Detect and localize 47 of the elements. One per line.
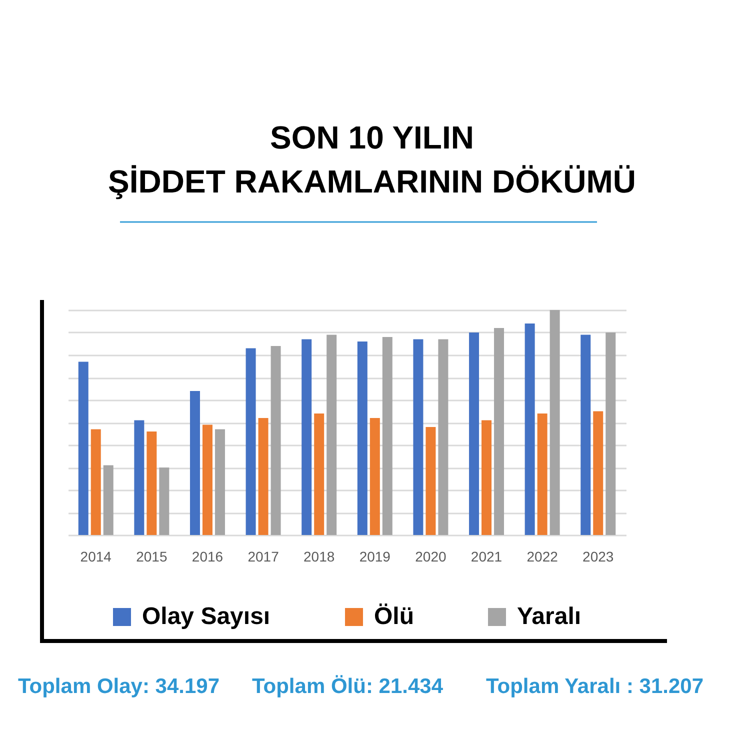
bar	[494, 328, 504, 535]
bar	[246, 348, 256, 535]
bar	[78, 362, 88, 535]
x-tick-label: 2018	[304, 548, 335, 564]
x-tick-label: 2023	[582, 548, 614, 564]
bar	[190, 391, 200, 535]
bar	[382, 337, 392, 535]
bar	[606, 332, 616, 535]
bar	[326, 334, 337, 535]
bar	[370, 418, 380, 535]
bar	[550, 310, 560, 535]
legend-label: Ölü	[374, 603, 414, 630]
x-tick-label: 2017	[248, 548, 280, 564]
bar	[134, 420, 144, 535]
text: Toplam Yaralı : 31.207	[486, 675, 704, 698]
legend-label: Yaralı	[517, 603, 582, 630]
bar	[413, 339, 424, 535]
bar	[357, 342, 368, 535]
bar	[202, 424, 212, 535]
bar	[159, 468, 170, 535]
bar	[524, 324, 535, 535]
bar	[214, 429, 225, 535]
bar	[426, 427, 436, 535]
x-tick-label: 2016	[192, 548, 224, 564]
x-tick-label: 2019	[359, 548, 391, 564]
x-tick-label: 2015	[136, 548, 168, 564]
text: Toplam Olay: 34.197	[18, 675, 220, 698]
x-tick-label: 2022	[526, 548, 558, 564]
bar	[258, 418, 268, 535]
bar	[146, 432, 157, 535]
bar	[469, 332, 480, 535]
chart-title: SON 10 YILIN ŞİDDET RAKAMLARININ DÖKÜMÜ	[108, 119, 636, 200]
bar	[270, 346, 281, 535]
bar	[593, 411, 604, 535]
bar	[580, 334, 591, 535]
x-tick-label: 2021	[470, 548, 502, 564]
bar	[302, 339, 312, 535]
legend-label: Olay Sayısı	[142, 603, 270, 630]
x-tick-label: 2020	[415, 548, 446, 564]
x-tick-label: 2014	[80, 548, 112, 564]
bar	[103, 465, 114, 535]
bar	[90, 429, 101, 535]
bar	[438, 339, 448, 535]
text: Toplam Ölü: 21.434	[252, 675, 444, 698]
bar	[482, 420, 492, 535]
bar	[314, 414, 324, 535]
bar	[537, 414, 548, 535]
